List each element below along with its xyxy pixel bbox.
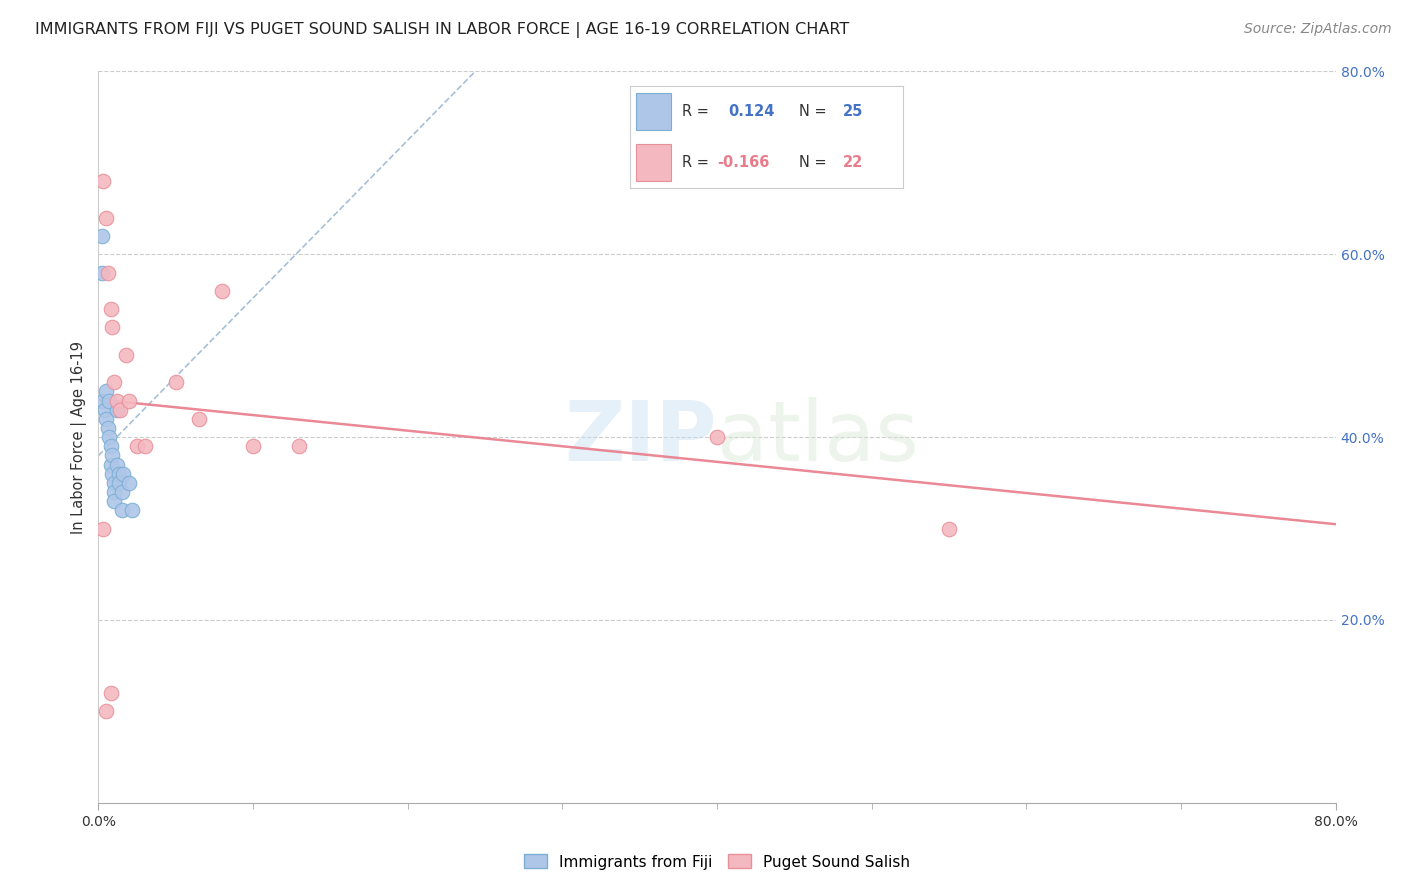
Point — [90, 228, 112, 243]
Point — [91, 174, 114, 188]
Point — [97, 421, 120, 435]
Point — [91, 521, 114, 535]
Point — [90, 266, 112, 280]
Point — [96, 211, 118, 225]
Point — [165, 376, 187, 390]
Text: Source: ZipAtlas.com: Source: ZipAtlas.com — [1244, 22, 1392, 37]
Point — [96, 705, 118, 719]
Point — [188, 412, 211, 426]
Point — [105, 458, 128, 472]
Point — [121, 503, 143, 517]
Point — [242, 439, 264, 453]
Point — [100, 686, 122, 700]
Point — [127, 439, 149, 453]
Point — [134, 439, 156, 453]
Point — [98, 393, 121, 408]
Point — [706, 430, 728, 444]
Point — [288, 439, 311, 453]
Point — [105, 393, 128, 408]
Point — [103, 376, 125, 390]
Point — [100, 301, 122, 317]
Point — [105, 402, 128, 417]
Point — [111, 485, 132, 500]
Text: ZIP: ZIP — [565, 397, 717, 477]
Point — [115, 348, 138, 362]
Point — [211, 284, 233, 298]
Point — [111, 503, 132, 517]
Text: atlas: atlas — [717, 397, 918, 477]
Point — [98, 430, 121, 444]
Point — [108, 402, 131, 417]
Y-axis label: In Labor Force | Age 16-19: In Labor Force | Age 16-19 — [72, 341, 87, 533]
Point — [112, 467, 135, 481]
Point — [107, 467, 129, 481]
Point — [107, 475, 129, 490]
Point — [101, 467, 124, 481]
Point — [938, 521, 960, 535]
Point — [103, 485, 125, 500]
Point — [118, 475, 141, 490]
Point — [100, 439, 122, 453]
Point — [100, 458, 122, 472]
Point — [103, 494, 125, 508]
Point — [101, 449, 124, 463]
Point — [97, 266, 120, 280]
Point — [96, 412, 118, 426]
Point — [93, 402, 115, 417]
Point — [91, 393, 114, 408]
Legend: Immigrants from Fiji, Puget Sound Salish: Immigrants from Fiji, Puget Sound Salish — [517, 848, 917, 876]
Point — [118, 393, 141, 408]
Point — [101, 320, 124, 334]
Point — [96, 384, 118, 399]
Text: IMMIGRANTS FROM FIJI VS PUGET SOUND SALISH IN LABOR FORCE | AGE 16-19 CORRELATIO: IMMIGRANTS FROM FIJI VS PUGET SOUND SALI… — [35, 22, 849, 38]
Point — [103, 475, 125, 490]
